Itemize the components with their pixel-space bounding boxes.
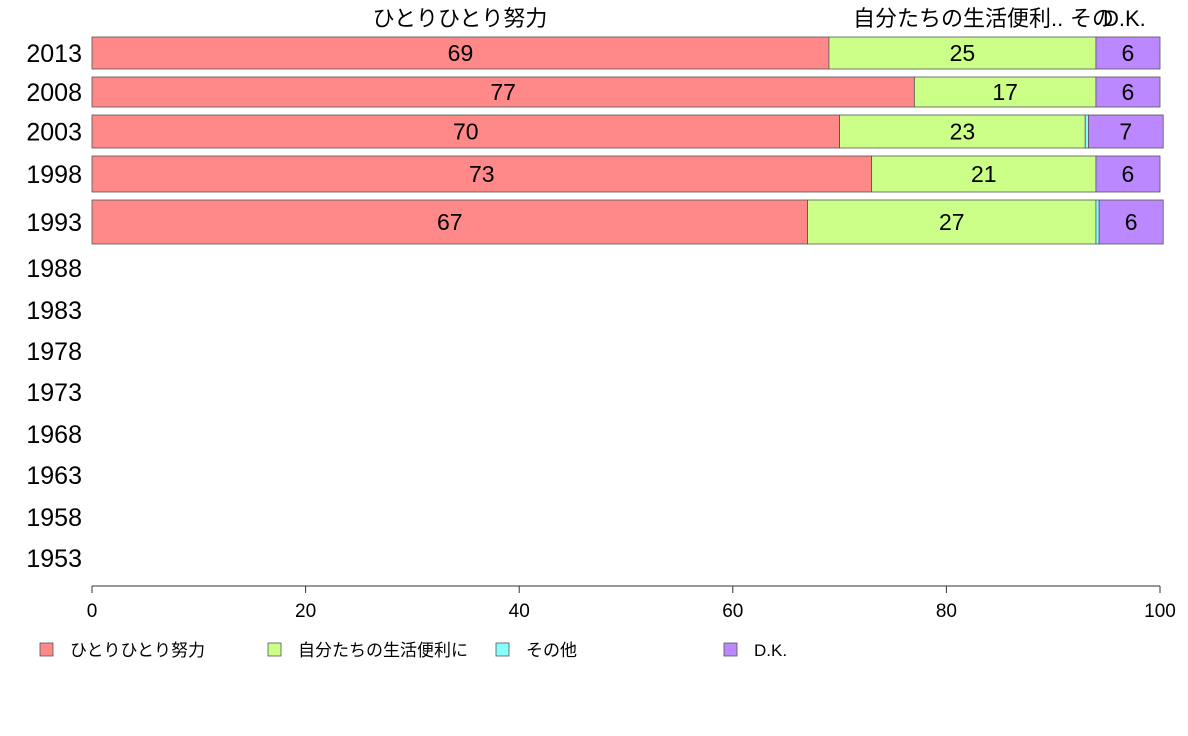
bar-segment <box>91 155 873 193</box>
data-label: 77 <box>490 79 516 105</box>
data-label: 17 <box>992 79 1018 105</box>
data-label: 6 <box>1122 40 1135 66</box>
top-label: D.K. <box>1103 6 1146 31</box>
bar-segment <box>871 155 1097 193</box>
top-label: 自分たちの生活便利.. <box>853 6 1063 31</box>
bar-segment <box>1088 114 1164 149</box>
year-label: 1983 <box>26 297 82 325</box>
x-tick-label: 20 <box>295 601 316 622</box>
data-label: 27 <box>939 209 965 235</box>
year-label: 2008 <box>26 79 82 107</box>
data-label: 6 <box>1122 161 1135 187</box>
legend-label: その他 <box>526 641 577 660</box>
legend: ひとりひとり努力 自分たちの生活便利に その他 D.K. <box>39 641 787 660</box>
bar-segment <box>91 36 830 70</box>
top-label: ひとりひとり努力 <box>373 6 548 31</box>
data-label: 70 <box>453 119 479 145</box>
year-label: 1958 <box>26 504 82 532</box>
year-label: 1993 <box>26 209 82 237</box>
bar-segment <box>913 76 1097 108</box>
year-label: 2013 <box>26 40 82 68</box>
bar-segment <box>91 199 808 245</box>
bar-segment <box>1084 114 1089 149</box>
data-label: 73 <box>469 161 495 187</box>
x-tick-label: 0 <box>87 601 98 622</box>
bars: 69 25 6 77 17 6 70 23 7 73 21 6 67 27 6 <box>91 36 1164 245</box>
legend-swatch <box>495 642 510 657</box>
legend-swatch <box>39 642 54 657</box>
y-axis-labels: 2013 2008 2003 1998 1993 1988 1983 1978 1973 1968… <box>26 40 82 573</box>
year-label: 1963 <box>26 462 82 490</box>
bar-segment <box>1098 199 1164 245</box>
year-label: 1988 <box>26 255 82 283</box>
x-tick-label: 40 <box>509 601 530 622</box>
year-label: 1973 <box>26 379 82 407</box>
legend-label: ひとりひとり努力 <box>70 641 205 660</box>
year-label: 1978 <box>26 338 82 366</box>
bar-segment <box>1095 155 1161 193</box>
data-label: 69 <box>448 40 474 66</box>
year-label: 1998 <box>26 161 82 189</box>
legend-swatch <box>723 642 738 657</box>
data-label: 7 <box>1119 119 1132 145</box>
bar-segment <box>828 36 1097 70</box>
data-label: 67 <box>437 209 463 235</box>
bar-segment <box>91 76 915 108</box>
legend-swatch <box>267 642 282 657</box>
bar-segment <box>807 199 1097 245</box>
year-label: 2003 <box>26 119 82 147</box>
bar-segment <box>1095 36 1161 70</box>
top-label: その <box>1070 6 1114 31</box>
top-labels: ひとりひとり努力 自分たちの生活便利.. そのD.K. <box>373 6 1146 31</box>
year-label: 1953 <box>26 545 82 573</box>
year-label: 1968 <box>26 421 82 449</box>
data-label: 21 <box>971 161 997 187</box>
bar-segment <box>839 114 1086 149</box>
legend-label: D.K. <box>754 641 787 660</box>
x-tick-label: 80 <box>936 601 957 622</box>
data-label: 6 <box>1122 79 1135 105</box>
data-label: 23 <box>950 119 976 145</box>
bar-segment <box>1095 199 1100 245</box>
x-tick-label: 60 <box>722 601 743 622</box>
legend-label: 自分たちの生活便利に <box>298 641 468 660</box>
x-tick-label: 100 <box>1144 601 1176 622</box>
data-label: 25 <box>950 40 976 66</box>
x-axis: 0 20 40 60 80 100 <box>87 585 1176 622</box>
bar-segment <box>91 114 840 149</box>
bar-segment <box>1095 76 1161 108</box>
data-label: 6 <box>1125 209 1138 235</box>
